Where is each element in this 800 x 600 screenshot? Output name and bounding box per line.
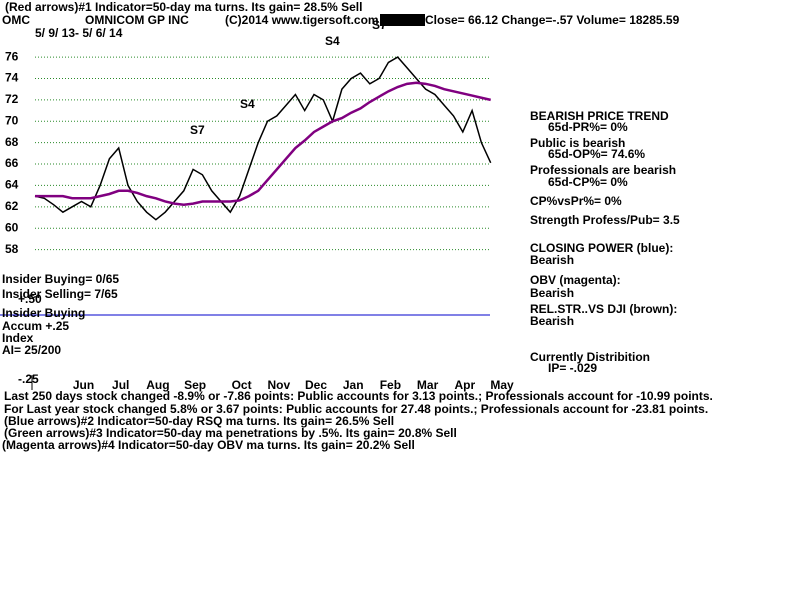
insider-text: Accum +.25 [2,319,69,333]
side-text: 65d-PR%= 0% [548,120,628,134]
side-text: Strength Profess/Pub= 3.5 [530,213,680,227]
x-tick-label: Dec [305,378,327,392]
side-text: CP%vsPr%= 0% [530,194,622,208]
ticker: OMC [2,13,30,27]
side-text: 65d-OP%= 74.6% [548,147,645,161]
side-text: REL.STR..VS DJI (brown): [530,302,677,316]
y-tick-label: 76 [5,49,19,63]
x-tick-label: Jul [112,378,129,392]
signal-label: S7 [190,123,205,137]
x-tick-label: Nov [267,378,290,392]
insider-text: Insider Selling= 7/65 [2,287,118,301]
footer-text: (Green arrows)#3 Indicator=50-day ma pen… [4,426,457,440]
x-tick-label: Jun [73,378,94,392]
side-text: Bearish [530,253,574,267]
x-tick-label: Jan [343,378,364,392]
footer-text: For Last year stock changed 5.8% or 3.67… [4,402,708,416]
footer-text: Last 250 days stock changed -8.9% or -7.… [4,389,713,403]
signal-label: S4 [240,97,255,111]
x-tick-label: Aug [146,378,169,392]
copyright: (C)2014 www.tigersoft.com [225,13,379,27]
signal-label: S7 [372,18,387,32]
y-tick-label: 68 [5,135,19,149]
indicator-line: (Red arrows)#1 Indicator=50-day ma turns… [5,0,362,14]
insider-text: Insider Buying= 0/65 [2,272,119,286]
x-tick-label: May [490,378,514,392]
side-text: Bearish [530,286,574,300]
signal-label: S4 [325,34,340,48]
insider-text: -.25 [18,372,39,386]
side-text: OBV (magenta): [530,273,621,287]
price-line [35,81,491,206]
footer-text: (Blue arrows)#2 Indicator=50-day RSQ ma … [4,414,394,428]
side-text: BEARISH PRICE TREND [530,109,669,123]
redaction [380,14,425,26]
side-text: Bearish [530,314,574,328]
y-tick-label: 70 [5,113,19,127]
quote: Close= 66.12 Change=-.57 Volume= 18285.5… [425,13,680,27]
side-text: IP= -.029 [548,361,597,375]
price-line [34,56,492,221]
insider-text: Index [2,331,34,345]
insider-text: +.50 [18,292,42,306]
chart-title: OMNICOM GP INC [85,13,189,27]
y-tick-label: 66 [5,156,19,170]
side-text: Currently Distribition [530,350,650,364]
date-range: 5/ 9/ 13- 5/ 6/ 14 [35,26,123,40]
x-tick-label: Feb [380,378,401,392]
y-tick-label: 72 [5,92,19,106]
y-tick-label: 62 [5,199,19,213]
y-tick-label: 74 [5,71,19,85]
side-text: Professionals are bearish [530,163,676,177]
insider-text: Insider Buying [2,306,85,320]
x-tick-label: Sep [184,378,206,392]
side-text: CLOSING POWER (blue): [530,241,673,255]
side-text: Public is bearish [530,136,625,150]
y-tick-label: 64 [5,178,19,192]
x-tick-label: Apr [454,378,475,392]
x-tick-label: Mar [417,378,439,392]
footer-text: (Magenta arrows)#4 Indicator=50-day OBV … [2,438,415,452]
side-text: 65d-CP%= 0% [548,175,628,189]
insider-text: AI= 25/200 [2,343,61,357]
y-tick-label: 58 [5,242,19,256]
x-tick-label: Oct [232,378,252,392]
y-tick-label: 60 [5,220,19,234]
